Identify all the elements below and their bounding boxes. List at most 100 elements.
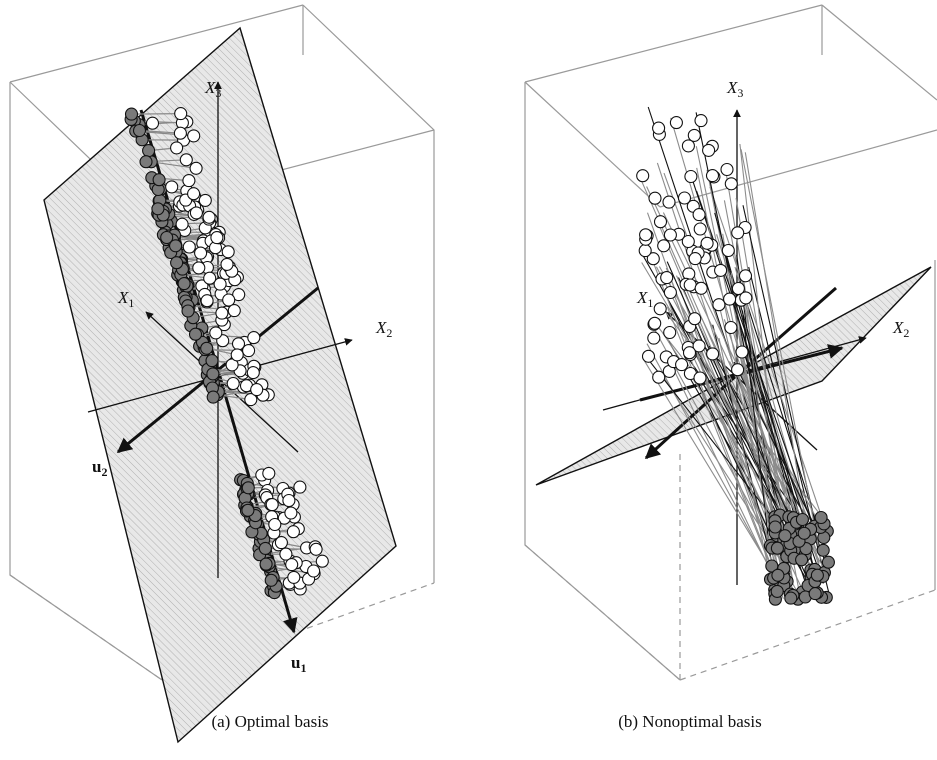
- projected-point: [795, 553, 809, 567]
- projected-point: [768, 520, 782, 534]
- data-point: [198, 193, 212, 207]
- projection-line: [729, 361, 819, 522]
- data-point: [232, 288, 246, 302]
- projected-point: [177, 277, 191, 291]
- projection-line: [718, 337, 772, 581]
- data-point: [187, 129, 201, 143]
- axis-label-x2-a: X2: [375, 318, 392, 340]
- projected-point: [795, 512, 809, 527]
- data-point: [182, 240, 196, 254]
- data-point: [731, 363, 745, 377]
- projected-point: [132, 123, 147, 138]
- bounding-box-b: [524, 4, 937, 681]
- data-point: [702, 143, 716, 157]
- data-point: [638, 244, 652, 258]
- projection-line: [641, 357, 774, 573]
- panel-optimal-basis: X3 X1 X2 u2 u1: [9, 4, 435, 744]
- data-point: [653, 215, 668, 229]
- projection-line: [680, 290, 783, 576]
- projected-point: [816, 543, 830, 557]
- data-point: [639, 228, 653, 242]
- data-point: [706, 347, 720, 361]
- projected-point: [797, 526, 811, 540]
- data-point: [652, 370, 666, 384]
- data-point: [227, 304, 241, 318]
- data-point: [174, 107, 188, 121]
- data-point: [215, 306, 229, 320]
- projection-line: [656, 219, 783, 516]
- data-point: [738, 269, 753, 283]
- projected-point: [778, 529, 792, 543]
- data-point: [170, 141, 184, 155]
- data-point: [663, 228, 677, 242]
- data-point: [192, 261, 206, 275]
- data-point: [735, 345, 749, 359]
- projected-point: [124, 107, 139, 121]
- projection-line: [741, 268, 777, 555]
- data-point: [669, 116, 683, 130]
- projection-line: [131, 113, 181, 115]
- panel-nonoptimal-basis: X3 X1 X2: [524, 4, 937, 681]
- box-dashed-edges-b: [524, 450, 936, 681]
- data-point: [210, 231, 224, 245]
- data-point: [705, 169, 720, 183]
- projected-point: [821, 555, 835, 569]
- projected-point: [784, 591, 798, 605]
- axis-label-x2-b: X2: [892, 318, 909, 340]
- axis-label-x1-b: X1: [636, 288, 653, 310]
- data-point: [700, 236, 714, 250]
- data-point: [687, 128, 701, 142]
- data-point: [694, 114, 708, 128]
- data-point: [714, 263, 728, 277]
- projected-point: [258, 541, 272, 555]
- projected-point: [170, 256, 184, 270]
- data-point: [721, 243, 735, 258]
- data-point: [688, 252, 702, 266]
- projected-point: [206, 390, 220, 404]
- data-point: [220, 257, 234, 271]
- data-point: [675, 358, 689, 372]
- projected-point: [160, 230, 174, 245]
- projected-point: [770, 584, 784, 598]
- data-point: [265, 498, 279, 512]
- projected-point: [259, 557, 273, 571]
- axis-label-x3-b: X3: [726, 78, 743, 100]
- data-point: [189, 206, 203, 220]
- projected-point: [241, 481, 255, 495]
- data-point: [307, 564, 321, 578]
- data-point: [187, 187, 201, 201]
- data-point: [648, 191, 662, 205]
- data-point: [684, 169, 698, 184]
- data-point: [286, 525, 300, 539]
- data-point: [648, 316, 662, 330]
- data-point: [268, 517, 282, 532]
- data-point: [693, 222, 707, 236]
- axis-label-x3-a: X3: [204, 78, 221, 100]
- projection-line: [645, 355, 779, 525]
- data-point: [222, 293, 236, 307]
- data-point: [647, 331, 661, 345]
- projected-point: [814, 510, 828, 525]
- data-point: [688, 312, 702, 326]
- data-point: [213, 277, 227, 291]
- projection-line: [703, 349, 773, 518]
- data-point: [246, 366, 260, 380]
- data-point: [175, 217, 189, 231]
- projected-point: [264, 573, 278, 587]
- data-point: [247, 331, 261, 345]
- basis-label-u2: u2: [92, 457, 107, 479]
- caption-optimal-basis: (a) Optimal basis: [211, 712, 329, 731]
- data-point: [226, 376, 240, 391]
- data-point: [315, 554, 329, 568]
- data-point: [652, 121, 666, 135]
- caption-nonoptimal-basis: (b) Nonoptimal basis: [618, 712, 762, 731]
- data-point: [284, 506, 298, 520]
- data-point: [731, 226, 745, 240]
- data-point: [282, 493, 296, 508]
- data-point: [682, 346, 697, 360]
- data-point: [692, 208, 706, 222]
- data-point: [262, 466, 276, 480]
- projected-point: [200, 341, 214, 355]
- projection-line: [695, 146, 778, 531]
- data-point: [663, 325, 677, 340]
